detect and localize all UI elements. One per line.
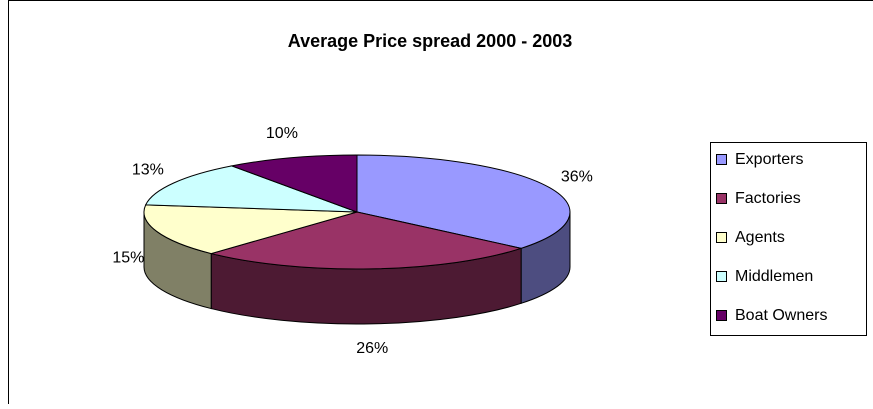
legend-label: Agents [735, 229, 785, 246]
data-label: 26% [356, 340, 388, 357]
data-label: 10% [266, 125, 298, 142]
legend-swatch [717, 233, 727, 243]
chart-title: Average Price spread 2000 - 2003 [288, 31, 573, 51]
data-label: 15% [112, 250, 144, 267]
data-label: 13% [132, 161, 164, 178]
data-label: 36% [561, 168, 593, 185]
legend-swatch [717, 311, 727, 321]
legend-label: Factories [735, 190, 801, 207]
legend-swatch [717, 272, 727, 282]
legend-label: Exporters [735, 151, 803, 168]
legend-swatch [717, 155, 727, 165]
legend-label: Middlemen [735, 268, 813, 285]
legend-label: Boat Owners [735, 307, 827, 324]
legend-swatch [717, 194, 727, 204]
